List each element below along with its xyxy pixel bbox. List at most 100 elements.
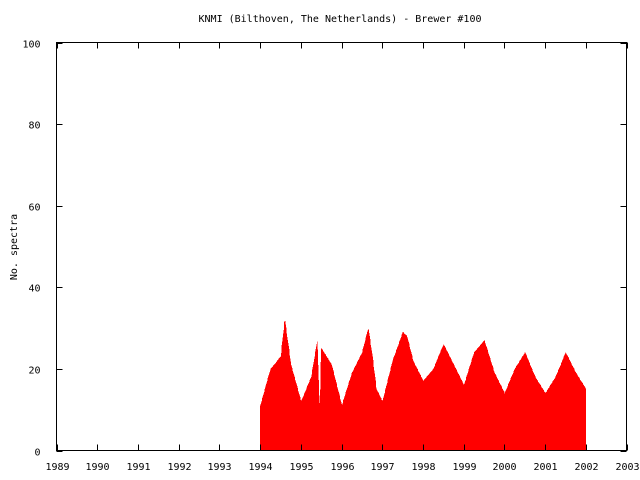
x-tick-label: 1993 bbox=[207, 462, 231, 473]
data-bar bbox=[322, 350, 324, 451]
data-bar bbox=[331, 364, 333, 451]
data-bar bbox=[396, 350, 398, 451]
data-bar bbox=[471, 359, 473, 451]
data-bar bbox=[443, 344, 445, 451]
data-bar bbox=[481, 343, 483, 451]
data-bar bbox=[532, 371, 534, 451]
data-bar bbox=[517, 364, 519, 451]
data-bar bbox=[342, 402, 344, 451]
data-bar bbox=[315, 351, 317, 451]
data-bar bbox=[540, 386, 542, 451]
data-bar bbox=[397, 347, 398, 451]
data-bar bbox=[421, 378, 423, 451]
data-bar bbox=[403, 333, 405, 451]
data-bar bbox=[480, 344, 481, 451]
data-bar bbox=[381, 399, 383, 451]
data-bar bbox=[529, 364, 531, 451]
data-bar bbox=[335, 383, 337, 451]
data-bar bbox=[350, 375, 352, 451]
data-bar bbox=[569, 360, 571, 451]
data-bar bbox=[573, 367, 574, 451]
data-bar bbox=[557, 370, 559, 451]
data-bar bbox=[485, 344, 487, 451]
data-bar bbox=[478, 346, 480, 451]
data-bar bbox=[344, 396, 346, 451]
data-bar bbox=[260, 404, 262, 451]
data-bar bbox=[457, 373, 459, 451]
data-bar bbox=[468, 370, 470, 451]
data-bar bbox=[464, 383, 465, 451]
data-bar bbox=[412, 360, 414, 451]
data-bar bbox=[274, 364, 275, 451]
data-bar bbox=[384, 393, 386, 451]
data-bar bbox=[420, 376, 422, 451]
data-bar bbox=[518, 362, 520, 451]
data-bar bbox=[414, 364, 416, 451]
data-bar bbox=[483, 341, 484, 451]
data-bar bbox=[445, 349, 447, 451]
data-bar bbox=[430, 371, 432, 451]
x-tick-label: 1999 bbox=[452, 462, 476, 473]
data-bar bbox=[285, 327, 287, 451]
data-bar bbox=[555, 377, 557, 451]
data-bar bbox=[524, 352, 526, 451]
data-bar bbox=[372, 356, 373, 451]
data-bar bbox=[489, 356, 490, 451]
data-bar bbox=[321, 348, 322, 451]
data-bar bbox=[293, 374, 294, 451]
data-bar bbox=[436, 361, 437, 451]
data-bar bbox=[290, 361, 291, 451]
data-bar bbox=[495, 374, 496, 451]
data-bar bbox=[461, 380, 463, 451]
data-bar bbox=[447, 352, 449, 451]
data-bar bbox=[388, 376, 390, 451]
data-bar bbox=[559, 366, 561, 451]
data-bar bbox=[271, 366, 273, 451]
data-bar bbox=[570, 363, 572, 451]
data-bar bbox=[552, 381, 554, 451]
data-bar bbox=[440, 350, 442, 451]
data-bar bbox=[451, 360, 453, 451]
data-bar bbox=[421, 377, 423, 451]
data-bar bbox=[484, 341, 486, 451]
data-bar bbox=[557, 371, 559, 451]
data-bar bbox=[402, 332, 404, 451]
data-bar bbox=[515, 366, 517, 451]
data-bar bbox=[422, 379, 423, 451]
data-bar bbox=[502, 389, 504, 451]
data-bar bbox=[411, 353, 412, 451]
data-bar bbox=[308, 383, 310, 451]
data-bar bbox=[484, 343, 486, 451]
data-bar bbox=[540, 385, 542, 451]
data-bar bbox=[370, 344, 372, 451]
data-bar bbox=[425, 378, 427, 451]
data-bar bbox=[319, 389, 321, 451]
data-bar bbox=[317, 364, 319, 451]
data-bar bbox=[538, 382, 540, 451]
data-bar bbox=[398, 342, 400, 451]
data-bar bbox=[449, 357, 451, 451]
data-bar bbox=[413, 362, 415, 451]
data-bar bbox=[583, 385, 585, 451]
data-bar bbox=[360, 355, 362, 451]
data-bar bbox=[453, 364, 455, 451]
data-bar bbox=[326, 356, 328, 451]
data-bar bbox=[516, 365, 518, 451]
data-bar bbox=[556, 372, 558, 451]
data-bar bbox=[407, 338, 409, 451]
data-bar bbox=[486, 348, 488, 451]
data-bar bbox=[413, 361, 414, 451]
data-bar bbox=[337, 388, 339, 451]
data-bar bbox=[371, 353, 373, 451]
data-bar bbox=[296, 386, 298, 451]
data-bar bbox=[352, 371, 354, 451]
data-bar bbox=[392, 359, 394, 451]
data-bar bbox=[523, 353, 525, 451]
data-bar bbox=[428, 374, 430, 451]
data-bar bbox=[404, 334, 406, 451]
data-bar bbox=[500, 384, 501, 451]
data-bar bbox=[329, 361, 331, 451]
data-bar bbox=[536, 379, 537, 451]
data-bar bbox=[410, 350, 412, 451]
data-bar bbox=[500, 386, 502, 451]
